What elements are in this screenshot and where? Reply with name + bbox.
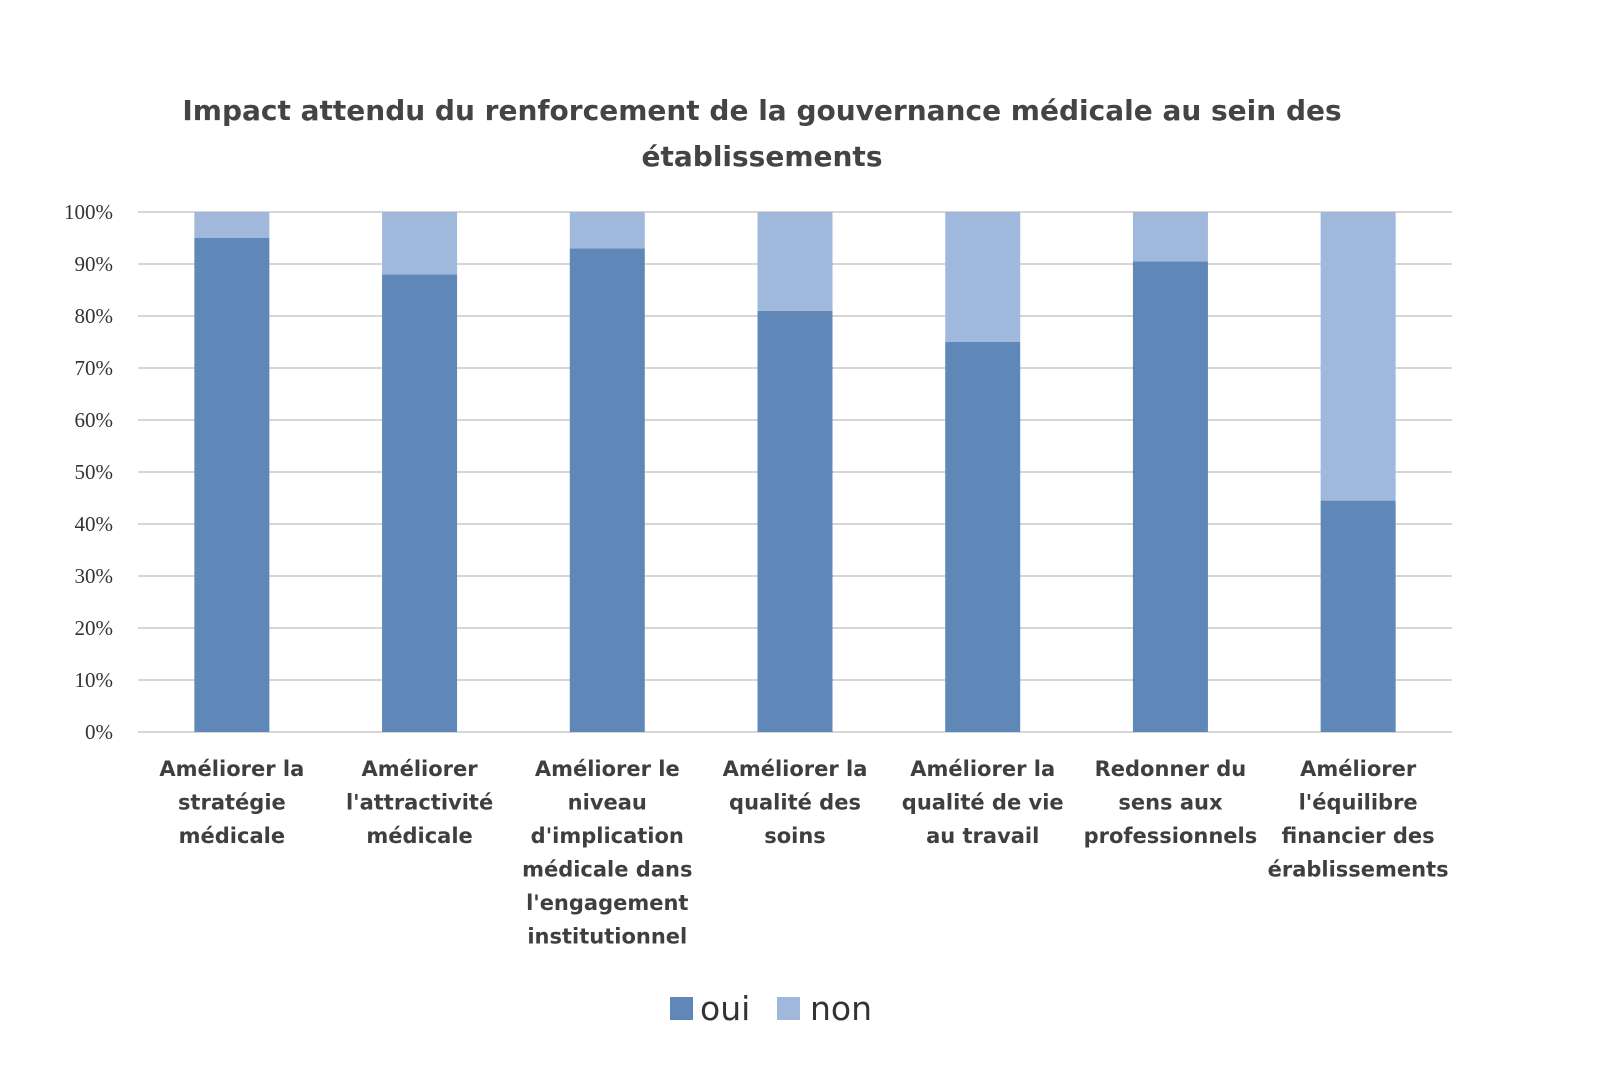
x-axis-categories: Améliorer la stratégie médicale Améliorer l'… xyxy=(159,757,1448,949)
y-tick-label: 0% xyxy=(85,720,113,744)
x-category-label: médicale dans xyxy=(522,858,692,882)
x-category-label: l'équilibre xyxy=(1299,791,1418,815)
y-tick-label: 90% xyxy=(75,252,114,276)
chart-title: Impact attendu du renforcement de la gou… xyxy=(182,94,1341,173)
x-category-label: professionnels xyxy=(1084,824,1258,848)
bar-non xyxy=(569,212,645,249)
x-category-label: Améliorer le xyxy=(535,757,680,781)
bar-non xyxy=(757,212,833,311)
x-category-label: soins xyxy=(764,824,826,848)
bar-non xyxy=(194,212,270,238)
bar-oui xyxy=(569,248,645,732)
bar-non xyxy=(382,212,458,275)
chart-title-line: Impact attendu du renforcement de la gou… xyxy=(182,94,1341,127)
bar-oui xyxy=(194,238,270,732)
y-tick-label: 10% xyxy=(75,668,114,692)
x-category-label: qualité de vie xyxy=(902,791,1064,815)
x-category-label: l'attractivité xyxy=(346,791,493,815)
x-category-label: institutionnel xyxy=(527,925,687,949)
x-category-label: Améliorer xyxy=(1300,757,1417,781)
chart-title-line: établissements xyxy=(642,140,883,173)
y-tick-label: 30% xyxy=(75,564,114,588)
x-category-label: au travail xyxy=(926,824,1039,848)
x-category-label: niveau xyxy=(568,791,647,815)
x-category-label: médicale xyxy=(179,824,285,848)
bars xyxy=(194,212,1396,732)
legend: oui non xyxy=(670,989,872,1028)
y-tick-label: 100% xyxy=(64,200,113,224)
y-tick-label: 20% xyxy=(75,616,114,640)
x-category-label: financier des xyxy=(1282,824,1435,848)
legend-swatch-non xyxy=(777,997,800,1020)
legend-label-non: non xyxy=(810,989,872,1028)
bar-oui xyxy=(1320,500,1396,732)
bar-oui xyxy=(1132,261,1208,732)
x-category-label: médicale xyxy=(366,824,472,848)
y-tick-label: 50% xyxy=(75,460,114,484)
x-category-label: stratégie xyxy=(178,791,286,815)
x-category-label: d'implication xyxy=(531,824,684,848)
x-category-label: Améliorer la xyxy=(159,757,304,781)
x-category-label: qualité des xyxy=(729,791,861,815)
bar-non xyxy=(1132,212,1208,262)
bar-oui xyxy=(757,310,833,732)
bar-oui xyxy=(382,274,458,732)
legend-swatch-oui xyxy=(670,997,693,1020)
x-category-label: Redonner du xyxy=(1095,757,1247,781)
bar-oui xyxy=(945,342,1021,732)
y-tick-label: 60% xyxy=(75,408,114,432)
x-category-label: Améliorer la xyxy=(723,757,868,781)
x-category-label: l'engagement xyxy=(526,891,688,915)
x-category-label: Améliorer xyxy=(361,757,478,781)
legend-label-oui: oui xyxy=(700,989,750,1028)
bar-non xyxy=(1320,212,1396,501)
bar-non xyxy=(945,212,1021,342)
x-category-label: Améliorer la xyxy=(910,757,1055,781)
y-axis-ticks: 0% 10% 20% 30% 40% 50% 60% 70% 80% 90% 100% xyxy=(64,200,113,744)
y-tick-label: 40% xyxy=(75,512,114,536)
y-tick-label: 80% xyxy=(75,304,114,328)
x-category-label: sens aux xyxy=(1118,791,1223,815)
y-tick-label: 70% xyxy=(75,356,114,380)
x-category-label: érablissements xyxy=(1268,858,1449,882)
